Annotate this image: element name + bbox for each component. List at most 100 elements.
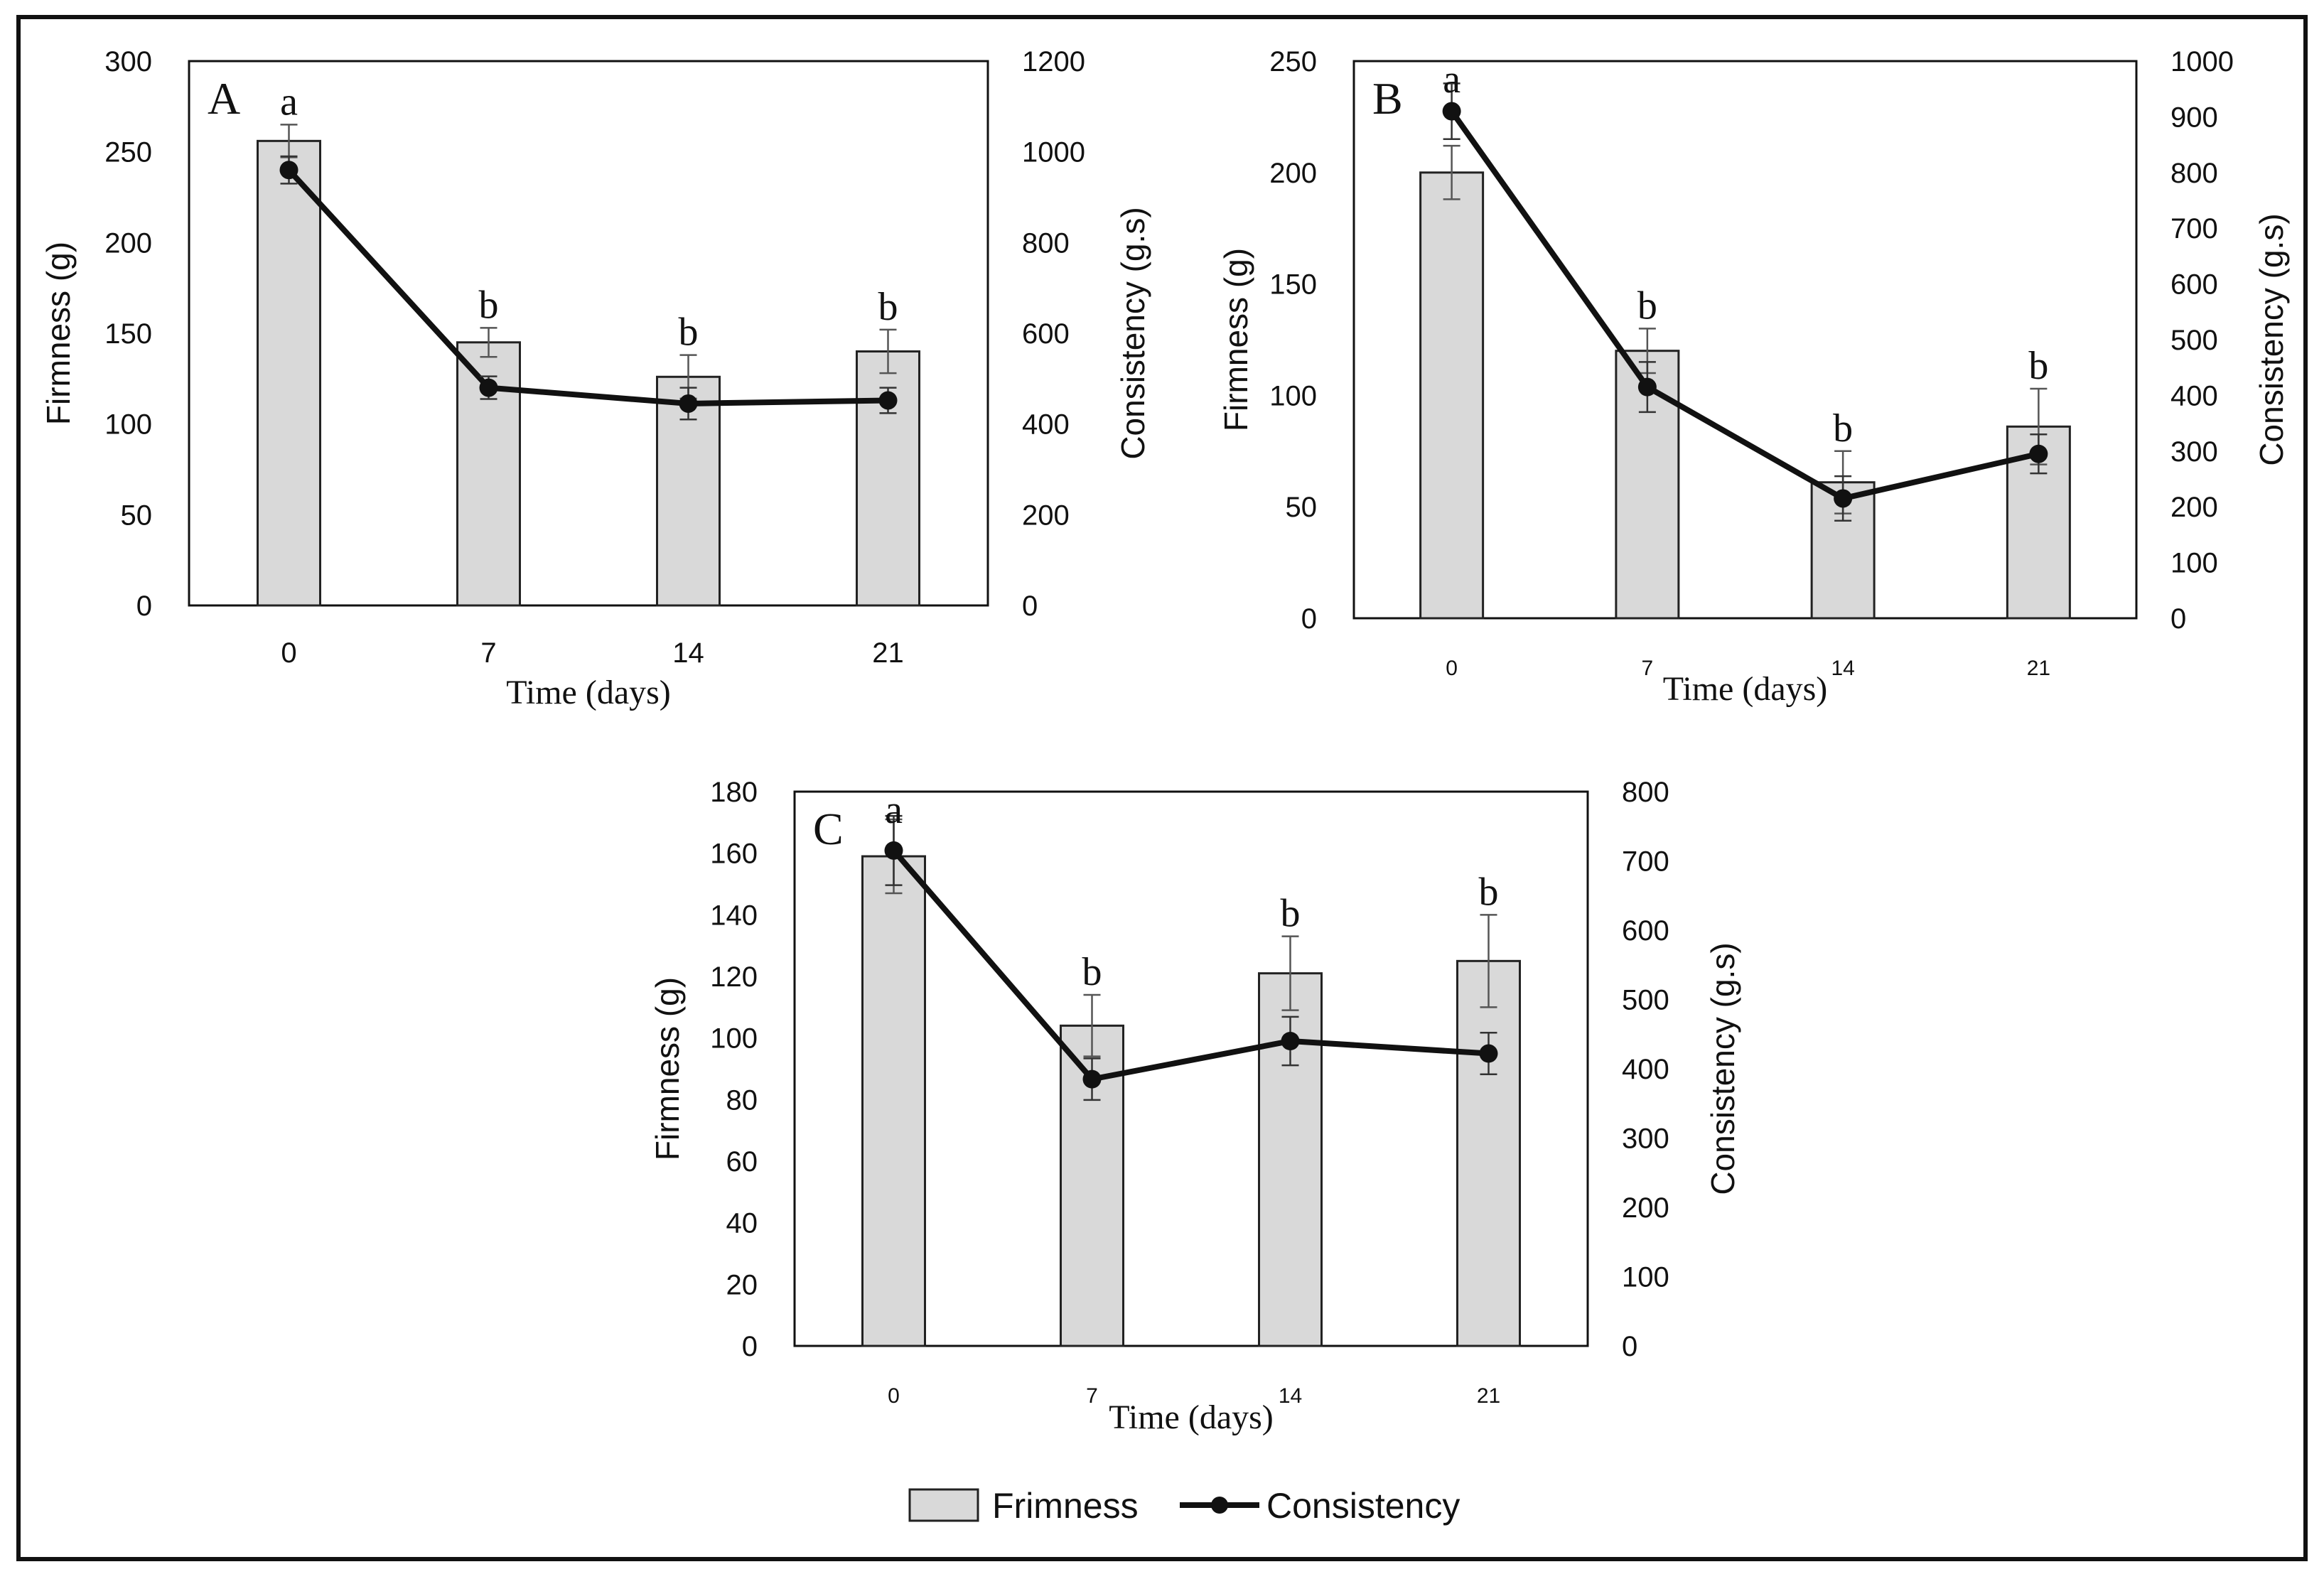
panel-a-consistency-point <box>878 391 898 410</box>
panel-a-ytick-label: 200 <box>104 227 152 259</box>
panel-c-xtick-label: 21 <box>1477 1384 1500 1408</box>
panel-c-ytick-label: 120 <box>710 961 758 993</box>
panel-c-y2tick-label: 700 <box>1622 846 1669 878</box>
panel-b-y2tick-label: 300 <box>2170 436 2218 468</box>
panel-b-significance-letter: b <box>2028 344 2048 388</box>
panel-c-bar-error <box>1480 914 1497 1008</box>
panel-c-ytick-label: 0 <box>742 1331 758 1362</box>
panel-a-letter: A <box>208 73 240 124</box>
panel-b-xtick-label: 7 <box>1642 657 1654 680</box>
panel-c-y2label: Consistency (g.s) <box>1704 942 1741 1195</box>
panel-a-bar <box>257 139 321 607</box>
panel-c-bar-error <box>1281 935 1299 1011</box>
panel-b-y2tick-label: 0 <box>2170 603 2186 635</box>
panel-b-bar <box>1419 171 1485 620</box>
panel-c-consistency-point <box>884 841 903 860</box>
panel-c-bar-error <box>1083 993 1101 1057</box>
panel-b-letter: B <box>1372 73 1403 124</box>
panel-a-y2tick-label: 1200 <box>1022 46 1085 77</box>
panel-c-significance-letter: b <box>1281 892 1301 936</box>
panel-a-xtick-label: 14 <box>672 637 704 669</box>
panel-a-ytick-label: 300 <box>104 46 152 77</box>
panel-a-y2tick-label: 200 <box>1022 500 1070 531</box>
panel-b-y2tick-label: 400 <box>2170 380 2218 411</box>
panel-a-y2tick-label: 1000 <box>1022 137 1085 168</box>
panel-b-ylabel: Firmness (g) <box>1217 248 1254 431</box>
panel-c-xtick-label: 14 <box>1279 1384 1302 1408</box>
panel-c-letter: C <box>813 804 844 854</box>
panel-a-y2tick-label: 400 <box>1022 409 1070 441</box>
legend-line-label: Consistency <box>1266 1486 1460 1526</box>
panel-a-bar-error <box>879 328 897 374</box>
panel-a-plot-frame <box>188 60 989 607</box>
panel-a-ytick-label: 100 <box>104 409 152 441</box>
panel-b-consistency-point <box>1442 102 1461 121</box>
panel-c-ytick-label: 140 <box>710 900 758 931</box>
panel-b-xtick-label: 21 <box>2027 657 2050 680</box>
panel-a-consistency-point <box>679 394 698 413</box>
panel-b-ytick-label: 250 <box>1269 46 1317 77</box>
panel-b-y2tick-label: 600 <box>2170 269 2218 301</box>
panel-b-consistency-point <box>1637 377 1657 397</box>
panel-c-y2tick-label: 400 <box>1622 1054 1669 1085</box>
panel-b-y2tick-label: 900 <box>2170 102 2218 133</box>
panel-c-ytick-label: 40 <box>726 1208 758 1239</box>
panel-c: 0204060801001201401601800100200300400500… <box>649 777 1741 1436</box>
panel-a-consistency-point <box>279 161 298 180</box>
panel-a-significance-letter: a <box>280 80 298 124</box>
figure-border <box>16 15 2308 1561</box>
legend-line-marker <box>1211 1497 1228 1514</box>
panel-b-y2tick-label: 1000 <box>2170 46 2234 77</box>
panel-c-significance-letter: b <box>1479 870 1499 914</box>
panel-c-y2tick-label: 200 <box>1622 1192 1669 1224</box>
panel-b-significance-letter: a <box>1443 58 1460 102</box>
panel-c-y2tick-label: 0 <box>1622 1331 1637 1362</box>
panel-b-bar-error <box>1443 144 1460 200</box>
legend-bar-label: Frimness <box>992 1486 1139 1526</box>
panel-a-significance-letter: b <box>479 283 499 327</box>
panel-b-ytick-label: 200 <box>1269 158 1317 189</box>
panel-b-ytick-label: 100 <box>1269 380 1317 411</box>
panel-c-xlabel: Time (days) <box>1109 1399 1274 1436</box>
panel-c-ytick-label: 60 <box>726 1146 758 1177</box>
panel-a-xtick-label: 7 <box>480 637 496 669</box>
panel-c-y2tick-label: 100 <box>1622 1262 1669 1293</box>
panel-b-y2tick-label: 700 <box>2170 213 2218 244</box>
panel-a-ytick-label: 150 <box>104 318 152 350</box>
panel-c-ytick-label: 20 <box>726 1269 758 1300</box>
panel-c-bar <box>1456 959 1521 1347</box>
panel-c-consistency-line <box>891 848 1489 1082</box>
panel-a-xtick-label: 21 <box>872 637 904 669</box>
panel-c-y2tick-label: 800 <box>1622 777 1669 808</box>
panel-c-xtick-label: 0 <box>888 1384 900 1408</box>
panel-c-consistency-point <box>1479 1044 1498 1063</box>
panel-c-ytick-label: 180 <box>710 777 758 808</box>
panel-a-xlabel: Time (days) <box>506 674 671 711</box>
panel-a-y2tick-label: 0 <box>1022 591 1038 622</box>
panel-a-ylabel: Firmness (g) <box>40 242 77 425</box>
panel-b-consistency-line <box>1449 109 2040 502</box>
panel-c-significance-letter: a <box>885 788 903 832</box>
panel-a-significance-letter: b <box>878 285 898 329</box>
panel-c-ytick-label: 80 <box>726 1084 758 1116</box>
legend: Frimness Consistency <box>908 1486 1460 1526</box>
panel-a-ytick-label: 50 <box>121 500 153 531</box>
panel-a-significance-letter: b <box>679 311 699 355</box>
panel-b-significance-letter: b <box>1637 284 1657 328</box>
panel-a-y2tick-label: 600 <box>1022 318 1070 350</box>
panel-b-significance-letter: b <box>1833 406 1853 451</box>
panel-c-bar <box>861 855 926 1347</box>
panel-c-xtick-label: 7 <box>1086 1384 1098 1408</box>
panel-c-ytick-label: 100 <box>710 1023 758 1055</box>
panel-b-y2tick-label: 500 <box>2170 325 2218 356</box>
panel-a-y2label: Consistency (g.s) <box>1114 207 1151 459</box>
panel-b-ytick-label: 150 <box>1269 269 1317 301</box>
panel-c-consistency-point <box>1082 1069 1102 1089</box>
panel-c-significance-letter: b <box>1082 950 1102 994</box>
panel-b-consistency-point <box>1834 489 1853 508</box>
panel-b-xlabel: Time (days) <box>1663 670 1828 708</box>
panel-a-xtick-label: 0 <box>281 637 296 669</box>
panel-b-y2tick-label: 800 <box>2170 158 2218 189</box>
panel-b: 0 50 100 150 200 250 0 100 200 300 400 500 600 700 800… <box>1217 46 2290 708</box>
